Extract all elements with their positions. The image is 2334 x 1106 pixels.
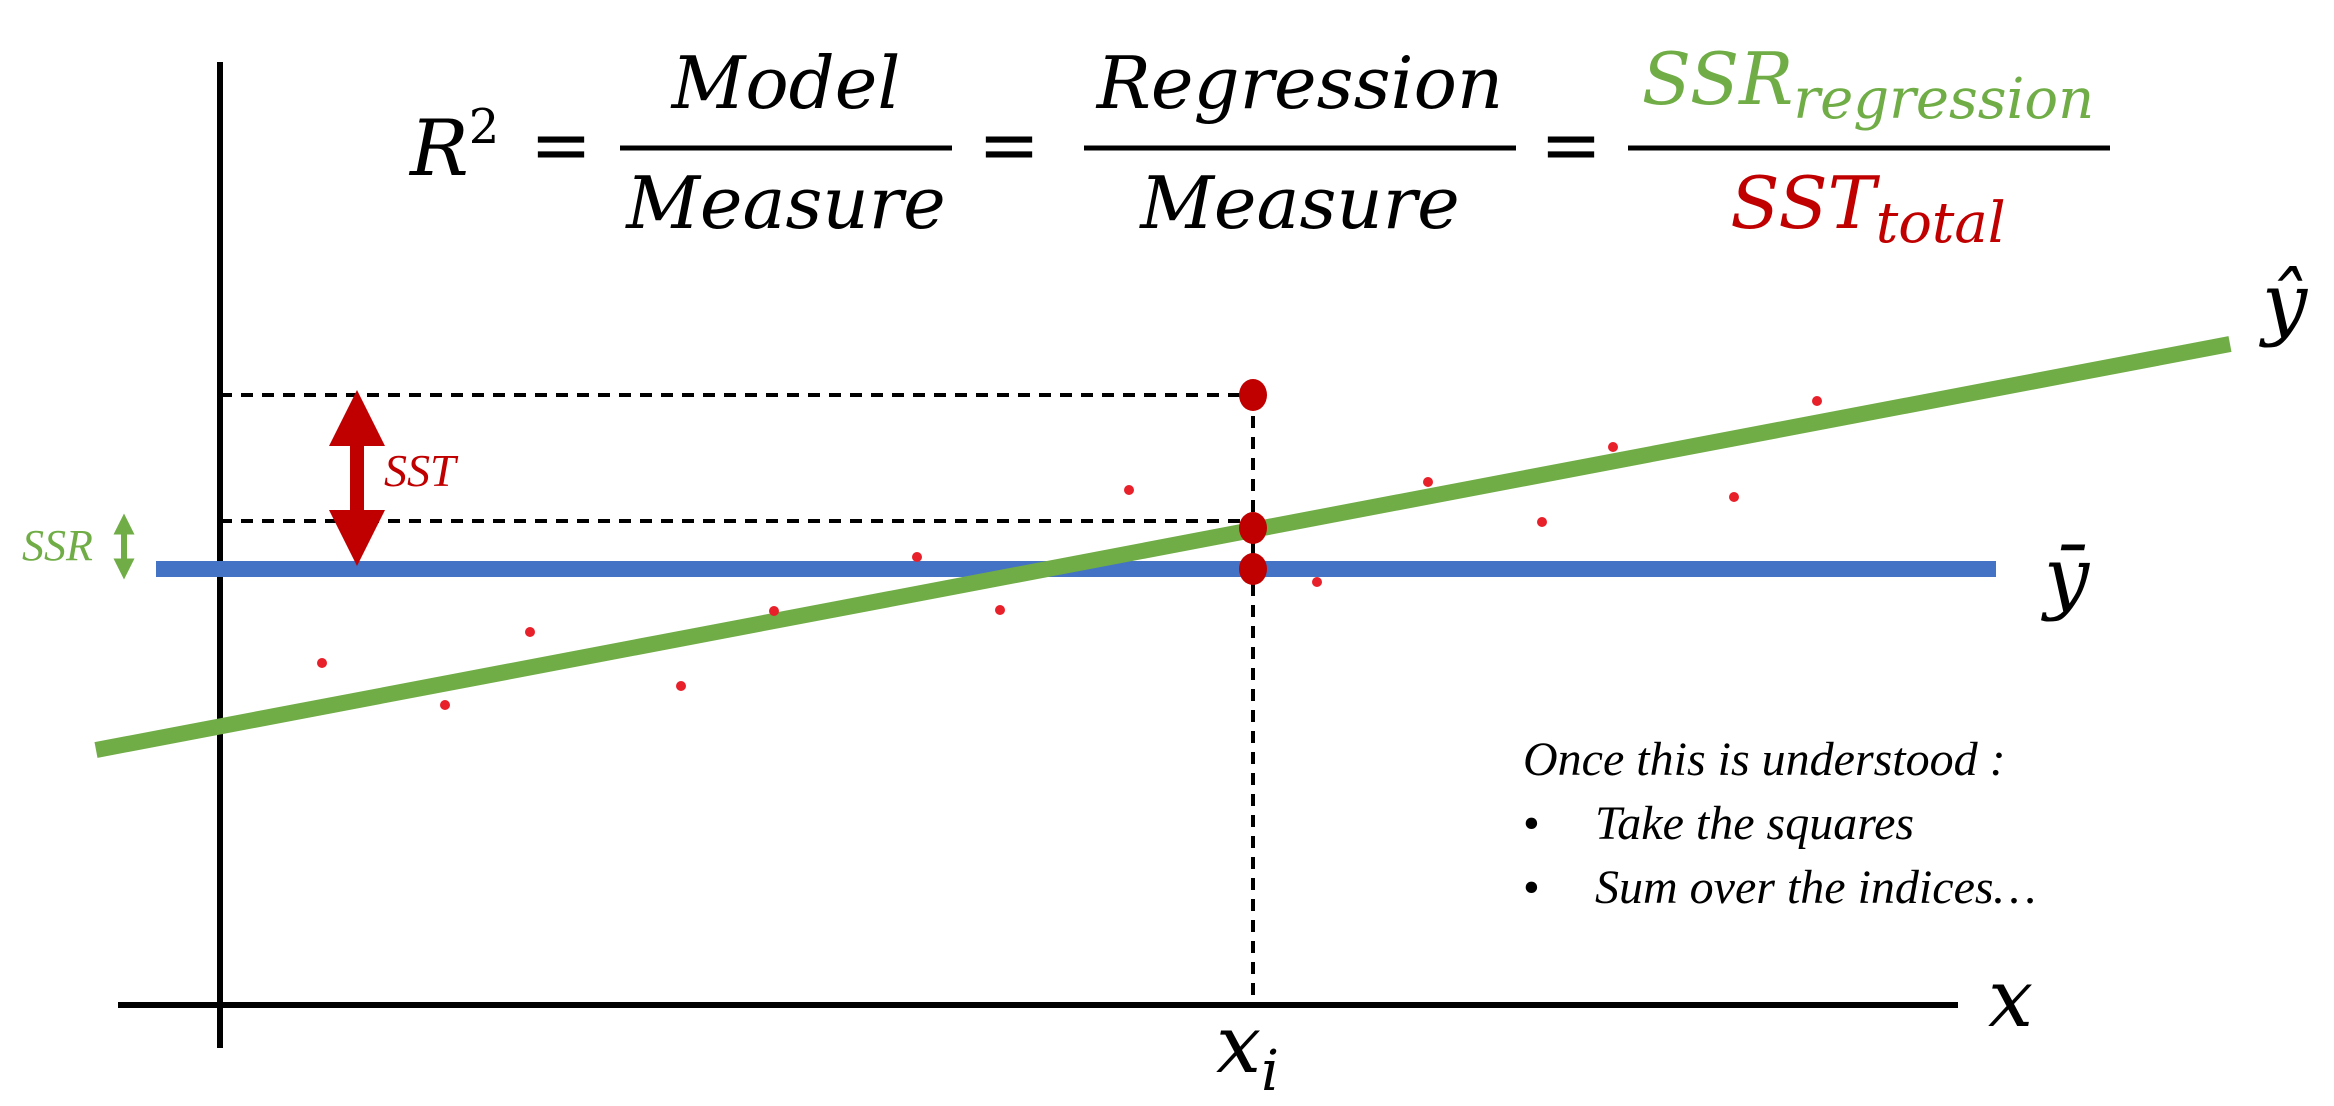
data-point: [995, 605, 1005, 615]
mean-point: [1239, 553, 1267, 585]
observed-point: [1239, 379, 1267, 411]
y-bar-label: ȳ: [2041, 530, 2091, 623]
data-point: [676, 681, 686, 691]
notes-item-sum: Sum over the indices…: [1523, 856, 2163, 920]
dashed-guides: [220, 393, 1255, 1005]
data-point: [1312, 577, 1322, 587]
notes-intro: Once this is understood :: [1523, 733, 2006, 786]
equals-sign-3: =: [1540, 102, 1602, 188]
fraction2-denominator: Measure: [1138, 161, 1460, 245]
data-point: [1812, 396, 1822, 406]
regression-line: [94, 336, 2232, 758]
x-axis-label: x: [1988, 952, 2033, 1045]
data-point: [1537, 517, 1547, 527]
data-points: [317, 396, 1822, 710]
sst-label: SST: [384, 445, 459, 496]
data-point: [440, 700, 450, 710]
fraction1-denominator: Measure: [624, 161, 946, 245]
fraction2-numerator: Regression: [1095, 41, 1504, 125]
r-squared-formula: R2 = Model Measure = Regression Measure …: [408, 37, 2110, 256]
data-point: [1729, 492, 1739, 502]
data-point: [1423, 477, 1433, 487]
fitted-point: [1239, 512, 1267, 544]
y-hat-label: ŷ: [2259, 256, 2309, 349]
notes-box: Once this is understood : Take the squar…: [1523, 728, 2163, 920]
data-point: [525, 627, 535, 637]
ssr-label: SSR: [22, 521, 93, 570]
fraction1-numerator: Model: [670, 41, 901, 125]
data-point: [317, 658, 327, 668]
data-point: [769, 606, 779, 616]
fraction3-numerator: SSRregression: [1642, 37, 2094, 132]
xi-points: [1239, 379, 1267, 585]
xi-label: xi: [1216, 998, 1279, 1104]
data-point: [912, 552, 922, 562]
data-point: [1124, 485, 1134, 495]
notes-item-squares: Take the squares: [1523, 792, 2163, 856]
equals-sign-2: =: [978, 102, 1040, 188]
fraction3-denominator: SSTtotal: [1730, 161, 2005, 256]
equals-sign-1: =: [530, 102, 592, 188]
notes-list: Take the squares Sum over the indices…: [1523, 792, 2163, 920]
formula-lhs: R2: [408, 99, 499, 194]
data-point: [1608, 442, 1618, 452]
